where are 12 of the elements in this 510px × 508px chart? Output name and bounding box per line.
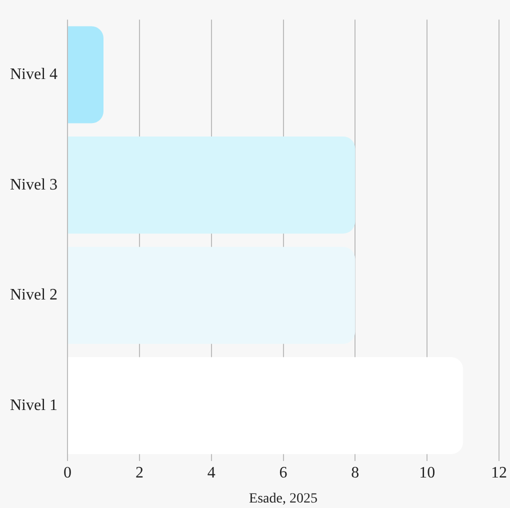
x-tick-label: 4 [207, 464, 216, 482]
x-tick-label: 0 [64, 464, 72, 482]
y-tick-label: Nivel 4 [10, 66, 58, 83]
y-tick-label: Nivel 2 [10, 286, 58, 304]
x-tick-label: 10 [419, 464, 436, 482]
text: Esade, 2025 [249, 492, 318, 507]
x-tick-label: 12 [491, 464, 507, 482]
y-tick-label: Nivel 1 [10, 396, 58, 414]
x-tick-label: 8 [351, 464, 360, 482]
x-tick-label: 2 [135, 464, 144, 482]
x-tick-label: 6 [279, 464, 288, 482]
y-tick-label: Nivel 3 [10, 176, 58, 194]
